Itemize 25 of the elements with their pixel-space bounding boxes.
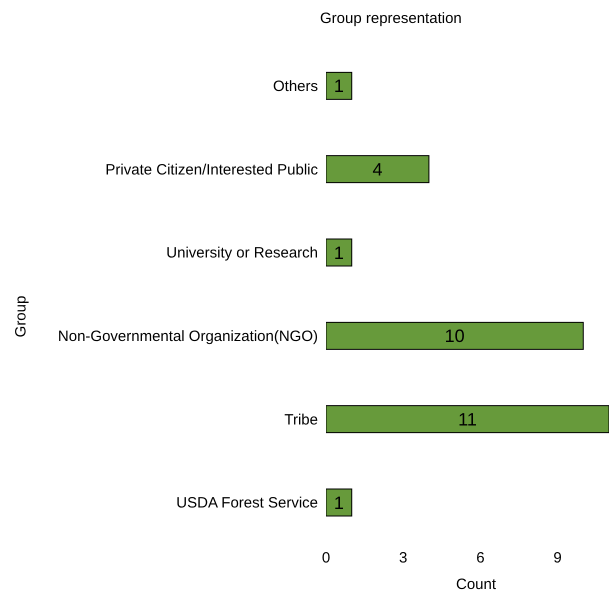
data-label: 1 [334,492,344,513]
bar [326,405,609,434]
y-tick-label: Tribe [284,411,318,428]
chart-title: Group representation [320,10,462,27]
y-axis-title: Group [12,296,30,338]
bar [326,72,352,100]
y-tick-label: University or Research [166,244,318,262]
data-label: 1 [334,242,344,263]
x-tick-label: 9 [553,550,562,567]
data-label: 1 [334,76,344,96]
bar [326,322,584,350]
bar [326,155,430,184]
y-tick-label: Private Citizen/Interested Public [105,161,318,178]
x-tick-label: 0 [322,550,330,567]
bar [326,238,352,266]
data-label: 4 [372,160,382,180]
x-tick-label: 3 [399,550,408,567]
y-tick-label: Others [272,78,318,95]
bar [326,488,352,516]
y-tick-label: USDA Forest Service [176,494,318,512]
x-tick-label: 6 [476,550,485,567]
data-label: 11 [458,410,477,430]
data-label: 10 [444,326,465,346]
x-axis-title: Count [456,576,496,593]
y-tick-label: Non-Governmental Organization(NGO) [58,328,318,345]
